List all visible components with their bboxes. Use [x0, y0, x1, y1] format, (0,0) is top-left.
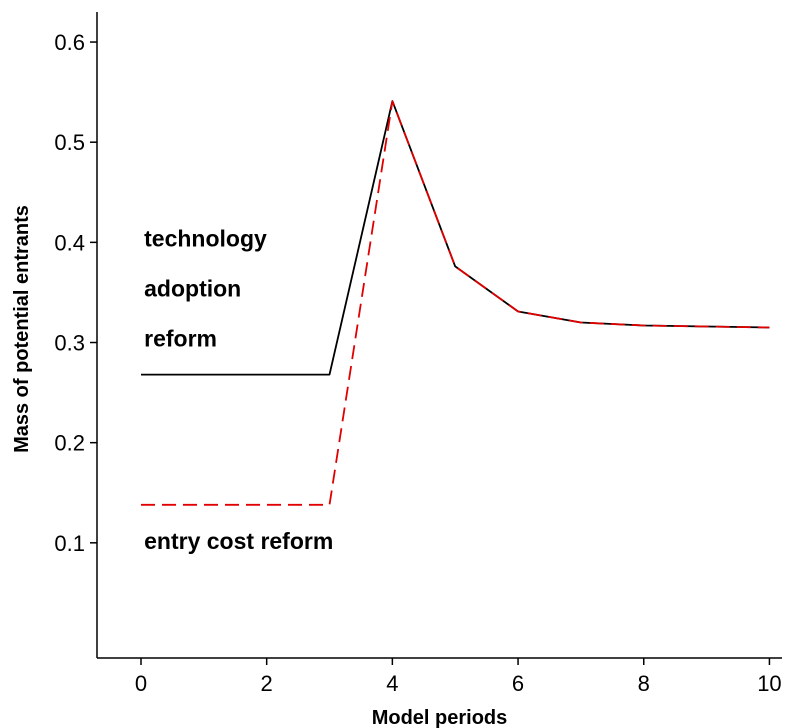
annotation-label: entry cost reform — [144, 528, 333, 554]
y-tick-label: 0.1 — [54, 531, 85, 556]
y-tick-label: 0.5 — [54, 130, 85, 155]
y-tick-label: 0.3 — [54, 331, 85, 356]
axes — [96, 12, 782, 659]
x-tick-label: 10 — [757, 671, 781, 696]
x-tick-label: 2 — [261, 671, 273, 696]
ticks: 0 2 4 6 8 10 0.1 0.2 0.3 0.4 0.5 0.6 — [54, 30, 781, 696]
y-axis-title: Mass of potential entrants — [11, 205, 33, 453]
series-group — [141, 100, 770, 506]
annotation-label: technology — [144, 225, 267, 251]
x-tick-label: 4 — [386, 671, 398, 696]
series-line-2 — [141, 100, 770, 506]
y-tick-label: 0.4 — [54, 230, 85, 255]
annotations: technology adoption reform entry cost refor… — [144, 225, 333, 553]
y-tick-label: 0.2 — [54, 431, 85, 456]
x-tick-label: 0 — [135, 671, 147, 696]
x-axis-title: Model periods — [372, 707, 508, 728]
y-tick-label: 0.6 — [54, 30, 85, 55]
annotation-label: reform — [144, 326, 217, 352]
annotation-label: adoption — [144, 275, 241, 301]
x-tick-label: 8 — [638, 671, 650, 696]
x-tick-label: 6 — [512, 671, 524, 696]
